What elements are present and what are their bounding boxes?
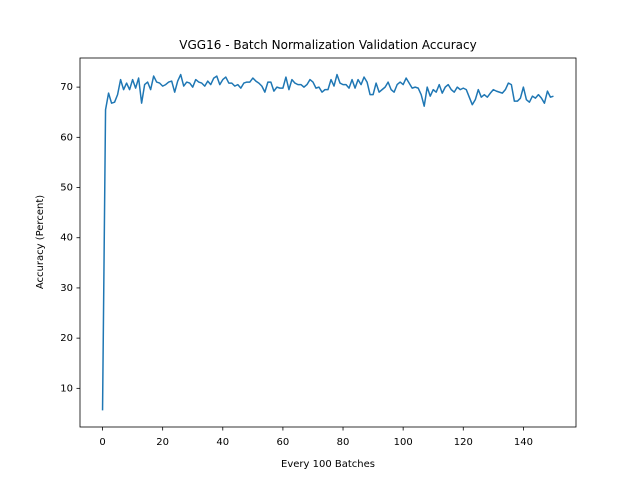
axes-frame (79, 57, 577, 428)
data-line (101, 73, 554, 411)
y-tick-label: 50 (60, 183, 73, 194)
y-tick-label: 20 (60, 333, 73, 344)
y-tick-label: 10 (60, 383, 73, 394)
x-tick-label: 60 (277, 437, 290, 448)
x-tick-label: 120 (454, 437, 473, 448)
y-tick-label: 30 (60, 283, 73, 294)
x-tick-label: 100 (394, 437, 413, 448)
x-tick-label: 0 (99, 437, 105, 448)
x-axis-label: Every 100 Batches (281, 459, 375, 470)
x-tick-label: 140 (514, 437, 533, 448)
x-tick-label: 80 (337, 437, 350, 448)
y-axis-label: Accuracy (Percent) (35, 195, 46, 289)
chart-title: VGG16 - Batch Normalization Validation A… (179, 38, 476, 52)
y-tick-label: 40 (60, 233, 73, 244)
y-tick-label: 60 (60, 132, 73, 143)
x-tick-label: 40 (216, 437, 229, 448)
x-tick-label: 20 (156, 437, 169, 448)
y-tick-label: 70 (60, 82, 73, 93)
